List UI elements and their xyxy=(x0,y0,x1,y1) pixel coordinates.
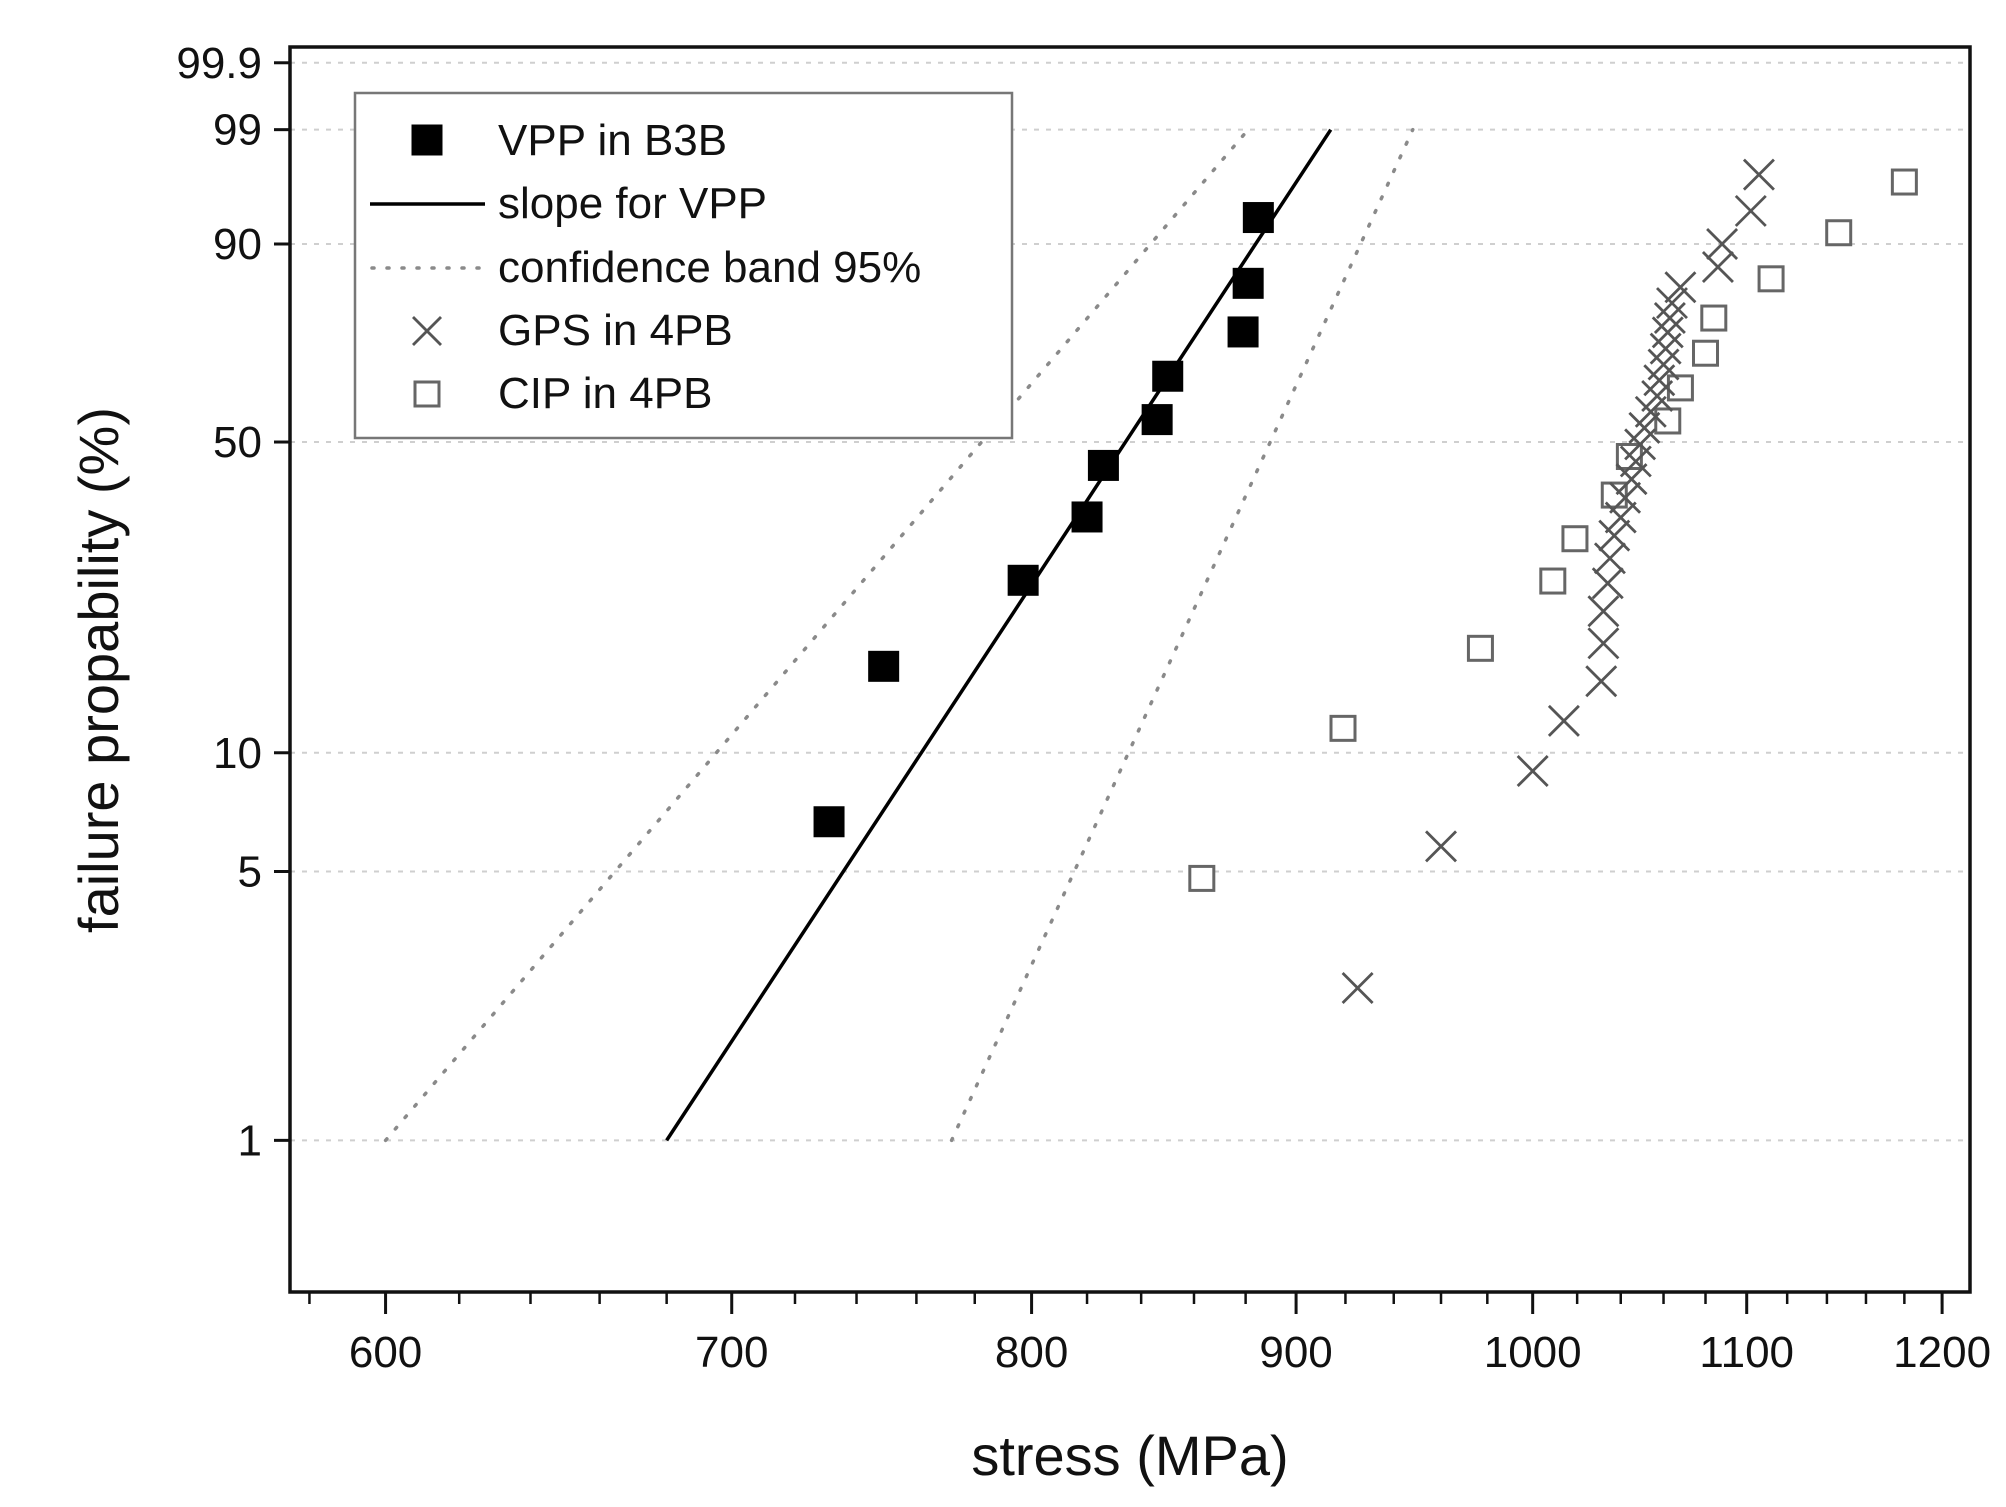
vpp-point xyxy=(1232,267,1264,299)
gps-point xyxy=(1651,316,1684,349)
gps-point xyxy=(1653,302,1686,335)
gps-point xyxy=(1604,501,1637,534)
vpp-point xyxy=(868,650,900,682)
legend-swatches xyxy=(370,124,487,408)
gps-point xyxy=(1587,595,1620,628)
cip-point xyxy=(1757,265,1785,293)
vpp-point xyxy=(1242,202,1274,234)
plot-series xyxy=(383,127,1918,1143)
gps-point xyxy=(1664,271,1697,304)
confidence-band-line xyxy=(949,127,1415,1143)
cip-point xyxy=(1539,567,1567,595)
y-axis: 1 5 10 50 90 99 99.9 xyxy=(176,39,290,1165)
vpp-point xyxy=(1152,360,1184,392)
y-tick-label: 5 xyxy=(238,847,262,896)
legend: VPP in B3B slope for VPP confidence band… xyxy=(353,91,1014,440)
x-tick-label: 600 xyxy=(349,1328,422,1377)
cip-point xyxy=(1692,339,1720,367)
gps-point xyxy=(1547,704,1580,737)
gps-point xyxy=(1516,755,1549,788)
legend-label-confidence-band: confidence band 95% xyxy=(498,243,921,292)
gps-point xyxy=(1615,463,1648,496)
gps-point xyxy=(1591,567,1624,600)
x-axis: 600 700 800 900 1000 1100 1200 xyxy=(308,1292,1991,1377)
gps-point xyxy=(1587,627,1620,660)
legend-label-cip: CIP in 4PB xyxy=(498,369,712,418)
gps-point xyxy=(1647,348,1680,381)
legend-swatch-cip xyxy=(413,380,441,408)
legend-label-vpp: VPP in B3B xyxy=(498,116,727,165)
vpp-point xyxy=(1141,404,1173,436)
y-tick-label: 50 xyxy=(213,418,262,467)
cip-point xyxy=(1825,219,1853,247)
legend-swatch-gps xyxy=(412,316,442,346)
vpp-point xyxy=(1007,564,1039,596)
gps-point xyxy=(1585,665,1618,698)
y-tick-label: 10 xyxy=(213,729,262,778)
legend-swatch-vpp xyxy=(411,124,443,156)
y-tick-label: 90 xyxy=(213,220,262,269)
gps-point xyxy=(1341,971,1374,1004)
legend-label-gps: GPS in 4PB xyxy=(498,306,733,355)
vpp-point xyxy=(1087,449,1119,481)
cip-point xyxy=(1890,168,1918,196)
x-tick-label: 1200 xyxy=(1893,1328,1991,1377)
vpp-point xyxy=(813,806,845,838)
y-tick-label: 1 xyxy=(238,1116,262,1165)
cip-point xyxy=(1561,525,1589,553)
gps-point xyxy=(1706,227,1739,260)
gps-point xyxy=(1742,158,1775,191)
gps-point xyxy=(1425,830,1458,863)
y-axis-title: failure propability (%) xyxy=(67,407,130,933)
legend-label-slope: slope for VPP xyxy=(498,179,767,228)
x-axis-title: stress (MPa) xyxy=(971,1424,1288,1487)
gps-point xyxy=(1641,379,1674,412)
vpp-point xyxy=(1071,501,1103,533)
x-tick-label: 1000 xyxy=(1484,1328,1582,1377)
plot-frame xyxy=(288,45,1972,1294)
gps-point xyxy=(1655,287,1688,320)
vpp-point xyxy=(1227,316,1259,348)
y-tick-label: 99.9 xyxy=(176,39,262,88)
vpp-slope-line xyxy=(665,128,1333,1142)
cip-point xyxy=(1666,374,1694,402)
x-tick-label: 1100 xyxy=(1699,1328,1794,1377)
x-tick-label: 900 xyxy=(1259,1328,1332,1377)
gps-point xyxy=(1634,395,1667,428)
legend-box xyxy=(353,91,1014,440)
cip-point xyxy=(1329,714,1357,742)
cip-point xyxy=(1188,864,1216,892)
y-tick-label: 99 xyxy=(213,106,262,155)
cip-point xyxy=(1466,634,1494,662)
x-tick-label: 800 xyxy=(995,1328,1068,1377)
cip-point xyxy=(1700,304,1728,332)
gps-point xyxy=(1609,481,1642,514)
gps-point xyxy=(1628,411,1661,444)
gps-point xyxy=(1734,194,1767,227)
gps-point xyxy=(1598,519,1631,552)
x-tick-label: 700 xyxy=(695,1328,768,1377)
